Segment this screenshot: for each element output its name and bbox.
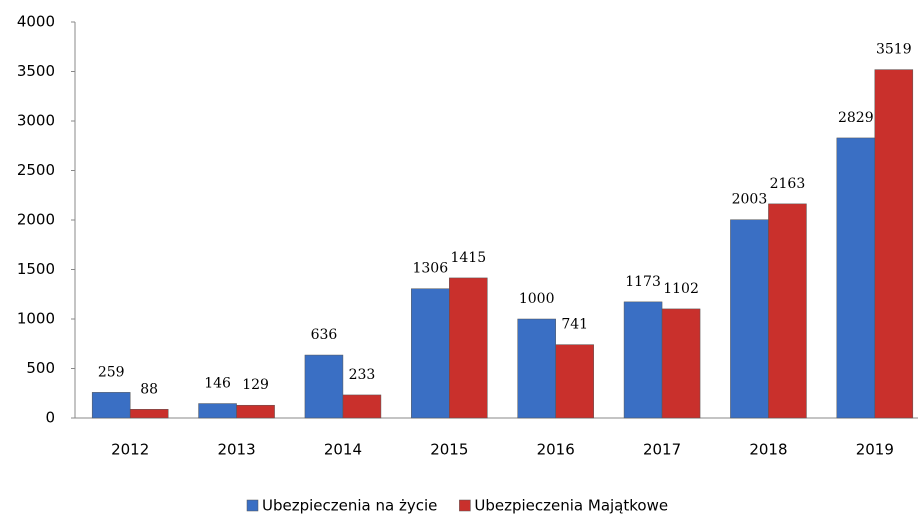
y-tick-label: 4000 [17,13,55,31]
data-label: 2163 [770,176,806,192]
data-label: 741 [561,317,588,333]
x-tick-label: 2018 [749,441,787,459]
bar [342,394,382,419]
y-tick-label: 3000 [17,112,55,130]
bar [411,288,450,419]
x-tick-label: 2016 [537,441,575,459]
data-label: 1173 [625,274,661,290]
bar [304,354,344,419]
data-label: 146 [204,376,231,392]
data-label: 3519 [876,42,912,58]
data-label: 129 [242,377,269,393]
data-label: 636 [311,327,338,343]
y-tick-label: 3500 [17,62,55,80]
data-label: 259 [98,364,125,380]
y-tick-label: 2000 [17,211,55,229]
bar [836,137,876,419]
data-label: 2829 [838,110,874,126]
bar [874,69,914,419]
x-tick-label: 2017 [643,441,681,459]
bar [449,277,488,419]
legend-swatch [246,499,259,512]
data-label: 1306 [412,261,448,277]
y-tick-label: 500 [26,359,55,377]
y-tick-label: 0 [45,409,55,427]
bar [730,219,769,419]
data-label: 1415 [450,250,486,266]
data-label: 233 [349,367,376,383]
y-tick-label: 1000 [17,310,55,328]
x-tick-label: 2014 [324,441,362,459]
bar [555,344,594,419]
y-tick-label: 1500 [17,260,55,278]
legend-label: Ubezpieczenia Majątkowe [474,497,668,515]
data-label: 88 [140,381,158,397]
bar [517,318,556,419]
x-tick-label: 2015 [430,441,468,459]
x-tick-label: 2012 [111,441,149,459]
bar [661,308,701,419]
y-tick-label: 2500 [17,161,55,179]
data-label: 1000 [519,291,555,307]
bar [768,203,807,419]
data-label: 1102 [663,281,699,297]
data-label: 2003 [732,192,768,208]
bar [236,404,275,419]
bar [91,392,131,419]
legend-swatch [459,499,471,512]
x-tick-label: 2019 [856,441,894,459]
bar [623,301,663,419]
legend-label: Ubezpieczenia na życie [262,497,437,515]
x-tick-label: 2013 [217,441,255,459]
bar [129,409,169,419]
bar [198,403,237,419]
